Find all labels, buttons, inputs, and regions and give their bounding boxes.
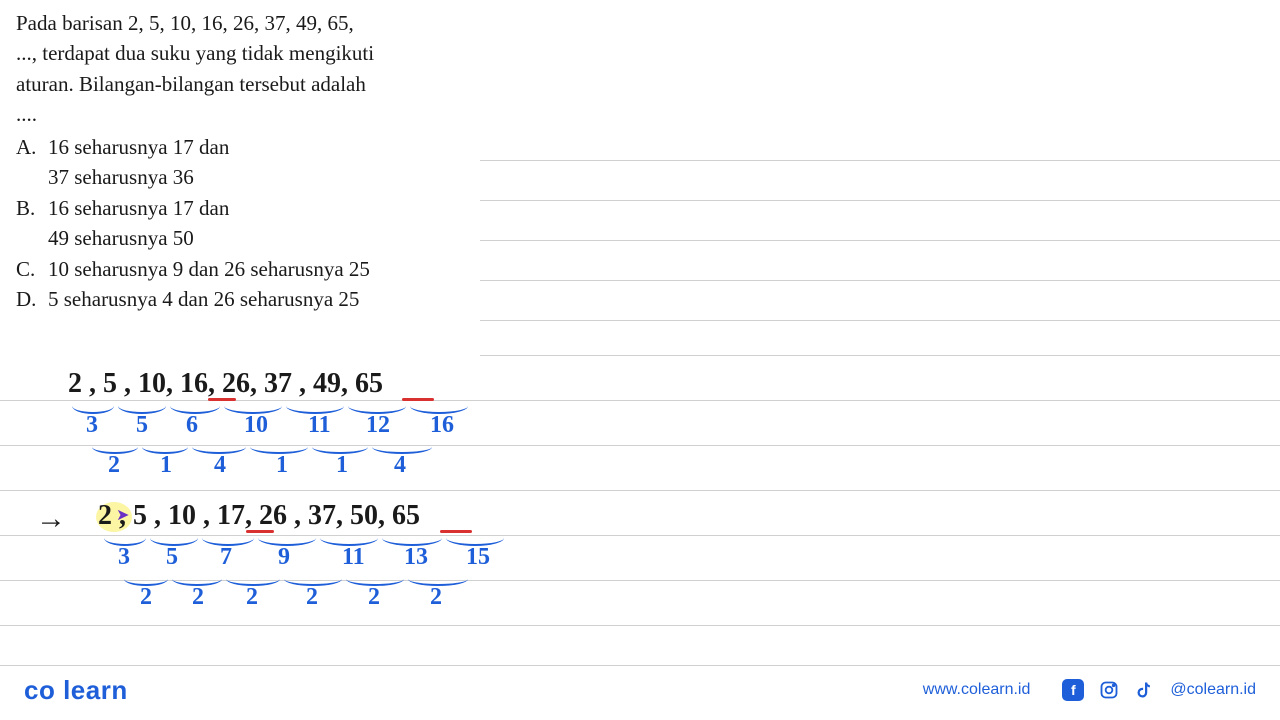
arc [226, 572, 280, 586]
option-c: C. 10 seharusnya 9 dan 26 seharusnya 25 [16, 254, 456, 284]
arc [172, 572, 222, 586]
arc [170, 398, 220, 414]
option-text: 16 seharusnya 17 dan [48, 132, 456, 162]
arc [104, 530, 146, 546]
option-b-cont: 49 seharusnya 50 [16, 223, 456, 253]
d2: 2 [108, 452, 120, 479]
option-letter: D. [16, 284, 48, 314]
option-a: A. 16 seharusnya 17 dan [16, 132, 456, 162]
arc [142, 440, 188, 454]
d2b: 2 [192, 584, 204, 611]
arc [258, 530, 316, 546]
arc [224, 398, 282, 414]
options-list: A. 16 seharusnya 17 dan 37 seharusnya 36… [16, 132, 456, 315]
footer: co learn www.colearn.id f @colearn.id [0, 672, 1280, 708]
option-b: B. 16 seharusnya 17 dan [16, 193, 456, 223]
option-text: 37 seharusnya 36 [48, 162, 456, 192]
d1: 5 [136, 412, 148, 439]
arc [382, 530, 442, 546]
arc [312, 440, 368, 454]
arrow-right: → [36, 502, 66, 536]
logo-learn: learn [63, 675, 128, 705]
social-handle: @colearn.id [1170, 681, 1256, 699]
arc [348, 398, 406, 414]
arc [408, 572, 468, 586]
red-underline-49 [402, 398, 434, 401]
d2: 4 [394, 452, 406, 479]
footer-right: www.colearn.id f @colearn.id [923, 679, 1256, 701]
d2: 1 [276, 452, 288, 479]
arc [446, 530, 504, 546]
arc [72, 398, 114, 414]
d1b: 11 [342, 544, 365, 571]
highlight [96, 502, 132, 532]
question-line2: ..., terdapat dua suku yang tidak mengik… [16, 38, 456, 68]
tiktok-icon[interactable] [1134, 679, 1156, 701]
arc [372, 440, 432, 454]
red-underline-16 [208, 398, 236, 401]
arc [320, 530, 378, 546]
d1b: 3 [118, 544, 130, 571]
d1: 11 [308, 412, 331, 439]
arc [250, 440, 308, 454]
logo: co learn [24, 675, 128, 706]
option-letter: B. [16, 193, 48, 223]
option-letter: A. [16, 132, 48, 162]
d1b: 15 [466, 544, 490, 571]
d2: 4 [214, 452, 226, 479]
question-block: Pada barisan 2, 5, 10, 16, 26, 37, 49, 6… [16, 8, 456, 314]
arc [192, 440, 246, 454]
d2: 1 [336, 452, 348, 479]
arc [118, 398, 166, 414]
logo-dot [55, 675, 63, 705]
arc [150, 530, 198, 546]
option-a-cont: 37 seharusnya 36 [16, 162, 456, 192]
d2b: 2 [368, 584, 380, 611]
arc [92, 440, 138, 454]
option-d: D. 5 seharusnya 4 dan 26 seharusnya 25 [16, 284, 456, 314]
option-text: 5 seharusnya 4 dan 26 seharusnya 25 [48, 284, 456, 314]
d1: 3 [86, 412, 98, 439]
arc [284, 572, 342, 586]
option-text: 10 seharusnya 9 dan 26 seharusnya 25 [48, 254, 456, 284]
logo-co: co [24, 675, 55, 705]
question-line1: Pada barisan 2, 5, 10, 16, 26, 37, 49, 6… [16, 8, 456, 38]
d1b: 9 [278, 544, 290, 571]
red-underline-50 [440, 530, 472, 533]
d1: 16 [430, 412, 454, 439]
website-link[interactable]: www.colearn.id [923, 681, 1031, 699]
d2b: 2 [430, 584, 442, 611]
arc [410, 398, 468, 414]
arc [202, 530, 254, 546]
option-text: 16 seharusnya 17 dan [48, 193, 456, 223]
arc [286, 398, 344, 414]
seq2: 2 , 5 , 10 , 17, 26 , 37, 50, 65 [98, 500, 420, 532]
arc [124, 572, 168, 586]
red-underline-17 [246, 530, 274, 533]
d2b: 2 [306, 584, 318, 611]
cursor: ➤ [116, 505, 129, 525]
option-text: 49 seharusnya 50 [48, 223, 456, 253]
question-line3: aturan. Bilangan-bilangan tersebut adala… [16, 69, 456, 99]
d2: 1 [160, 452, 172, 479]
d2b: 2 [246, 584, 258, 611]
seq1: 2 , 5 , 10, 16, 26, 37 , 49, 65 [68, 368, 383, 400]
option-letter: C. [16, 254, 48, 284]
d1: 6 [186, 412, 198, 439]
question-dots: .... [16, 99, 456, 129]
d1: 12 [366, 412, 390, 439]
instagram-icon[interactable] [1098, 679, 1120, 701]
d1b: 5 [166, 544, 178, 571]
arc [346, 572, 404, 586]
d1: 10 [244, 412, 268, 439]
d1b: 7 [220, 544, 232, 571]
d2b: 2 [140, 584, 152, 611]
d1b: 13 [404, 544, 428, 571]
facebook-icon[interactable]: f [1062, 679, 1084, 701]
